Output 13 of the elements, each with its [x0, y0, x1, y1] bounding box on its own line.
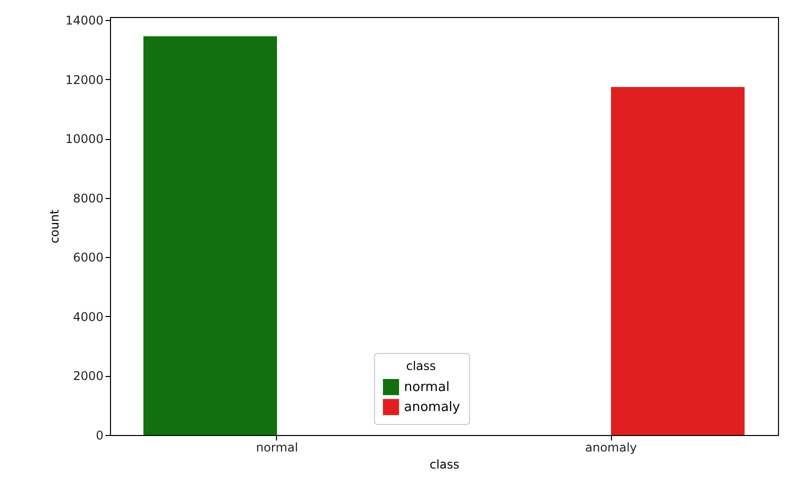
y-axis-title: count: [47, 209, 62, 244]
y-tick-label: 14000: [65, 13, 104, 28]
y-tick-label: 8000: [72, 191, 104, 206]
y-tick-label: 10000: [65, 132, 104, 146]
y-tick-label: 2000: [72, 369, 104, 384]
y-tick-label: 6000: [72, 250, 104, 265]
y-tick-label: 0: [96, 428, 104, 442]
legend-title: class: [406, 359, 436, 373]
y-tick-label: 4000: [72, 310, 104, 324]
legend-label: anomaly: [404, 400, 460, 415]
legend-label: normal: [404, 380, 450, 395]
x-axis-title: class: [430, 458, 460, 472]
y-tick-label: 12000: [65, 72, 104, 87]
